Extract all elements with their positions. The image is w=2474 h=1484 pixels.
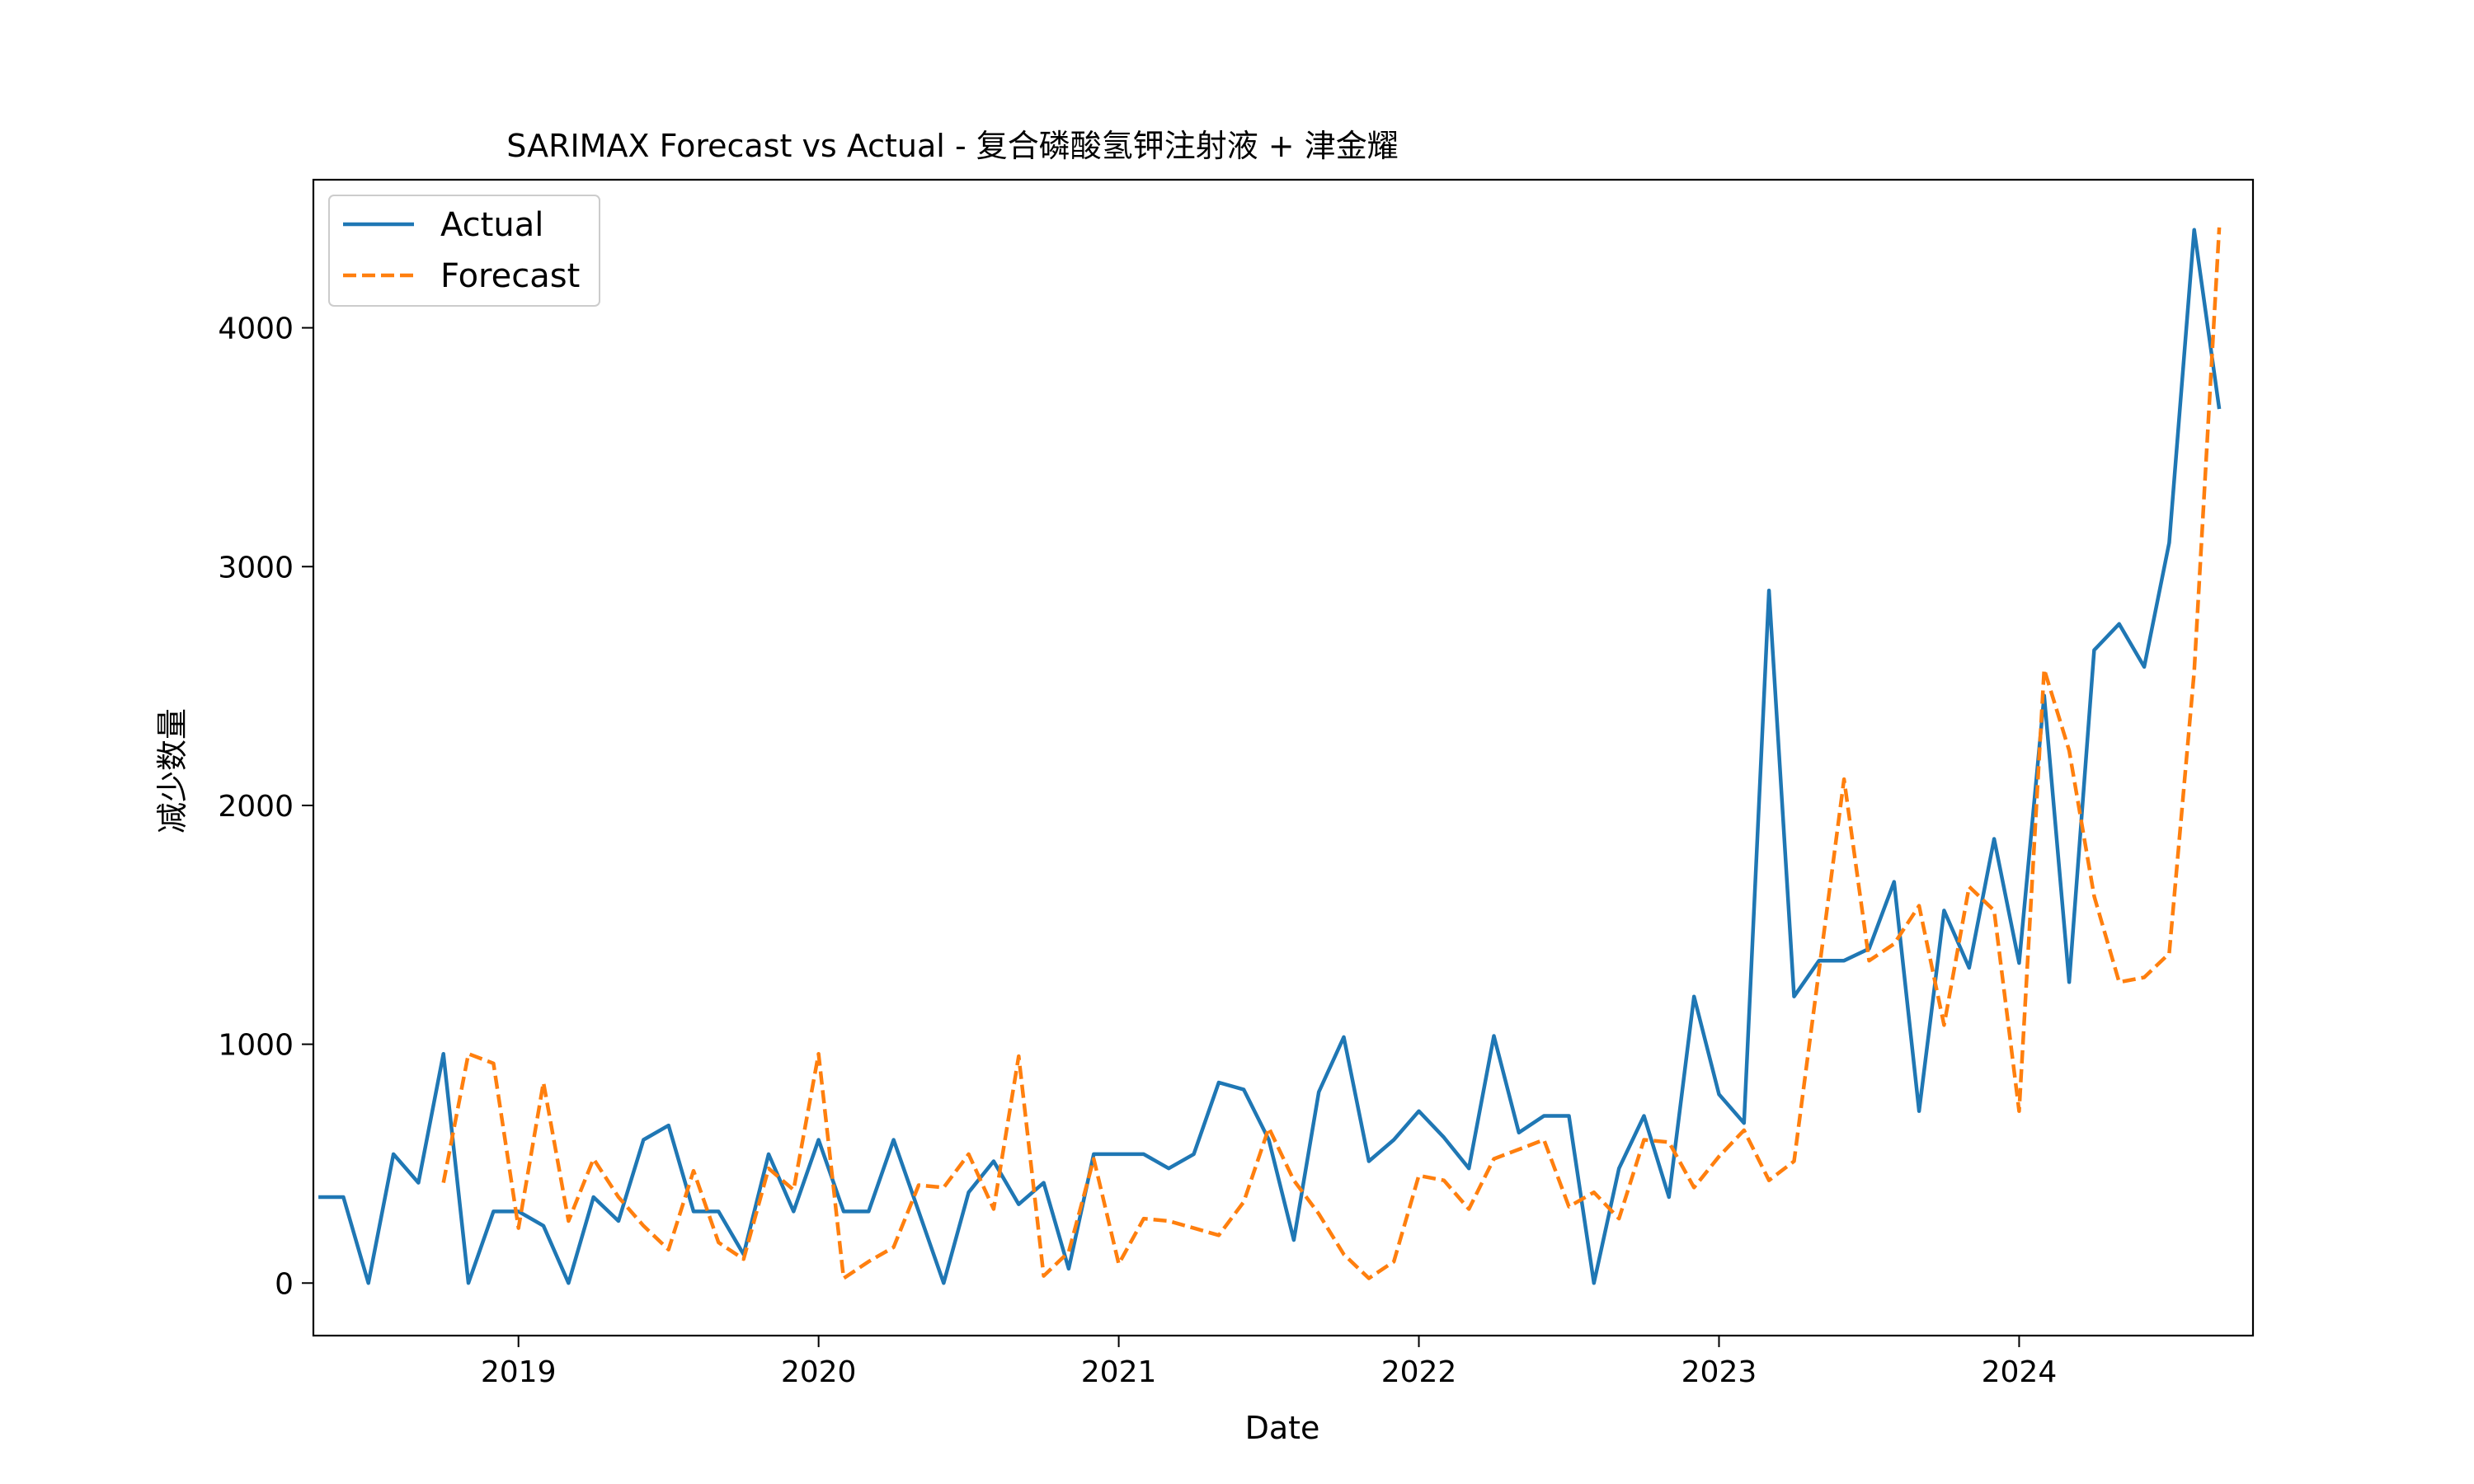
legend-label-forecast: Forecast — [440, 257, 580, 295]
x-tick-label: 2024 — [1982, 1355, 2058, 1389]
y-axis-label: 减少数量 — [154, 708, 190, 834]
x-tick-label: 2020 — [781, 1355, 857, 1389]
series-line-forecast — [441, 227, 2222, 1280]
x-tick-label: 2021 — [1081, 1355, 1157, 1389]
x-tick-label: 2023 — [1681, 1355, 1757, 1389]
x-tick-label: 2019 — [481, 1355, 557, 1389]
y-tick-label: 1000 — [218, 1029, 294, 1063]
legend-label-actual: Actual — [440, 206, 543, 244]
x-tick-label: 2022 — [1381, 1355, 1457, 1389]
y-tick-label: 4000 — [218, 312, 294, 346]
series-line-actual — [318, 228, 2222, 1285]
y-tick-label: 0 — [275, 1267, 294, 1301]
y-tick-label: 3000 — [218, 551, 294, 585]
legend: Actual Forecast — [328, 195, 600, 307]
x-axis-label: Date — [1245, 1410, 1320, 1446]
y-tick-label: 2000 — [218, 790, 294, 824]
y-axis-ticks: 0 1000 2000 3000 4000 — [218, 312, 313, 1301]
plot-area-frame — [312, 178, 2255, 1337]
x-axis-ticks: 2019 2020 2021 2022 2023 2024 — [481, 1336, 2057, 1389]
plot-lines — [318, 227, 2222, 1285]
chart-title: SARIMAX Forecast vs Actual - 复合磷酸氢钾注射液 +… — [506, 128, 1398, 164]
